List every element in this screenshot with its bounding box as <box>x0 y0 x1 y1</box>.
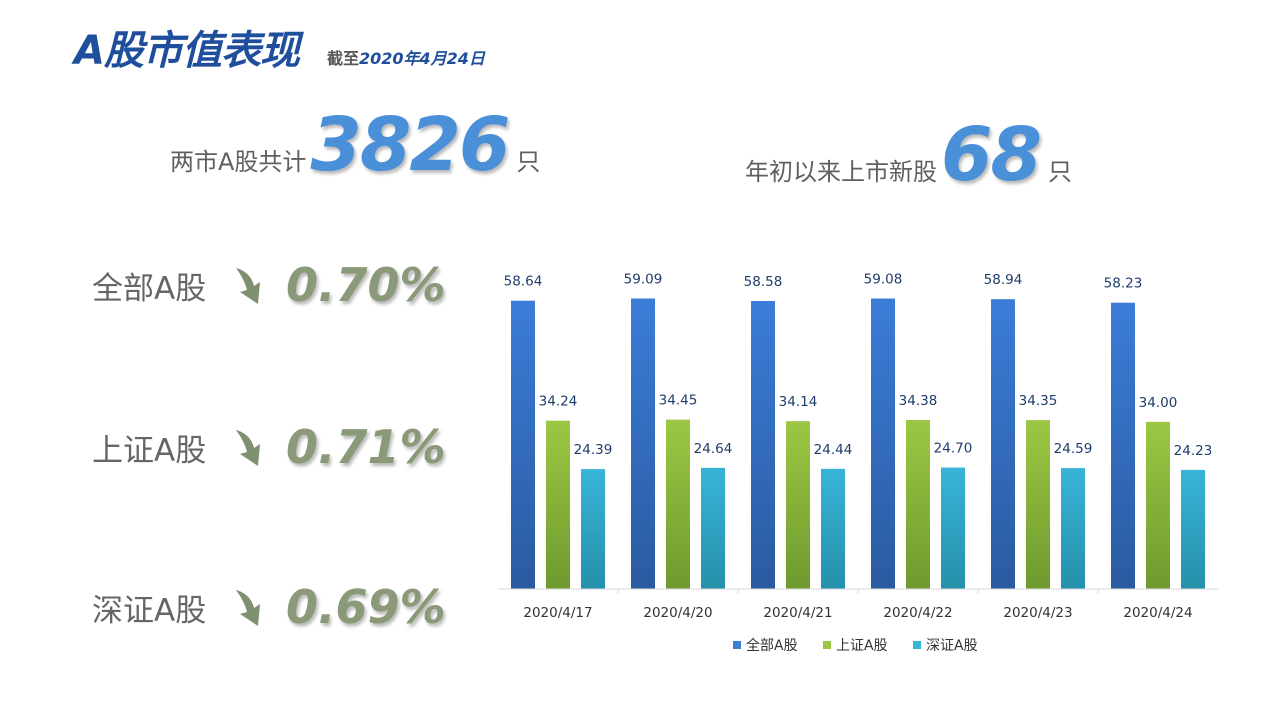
bar-value-label: 59.08 <box>864 272 903 288</box>
subtitle-date: 2020年4月24日 <box>358 49 485 68</box>
change-name: 上证A股 <box>92 432 207 469</box>
stat-new-unit: 只 <box>1047 158 1072 186</box>
stat-new-label: 年初以来上市新股 <box>745 158 937 186</box>
bar-2-2 <box>821 468 845 589</box>
bar-2-5 <box>1181 469 1205 589</box>
bar-value-label: 58.64 <box>504 274 543 290</box>
stat-total-unit: 只 <box>516 148 541 176</box>
change-name: 深证A股 <box>92 592 207 629</box>
chart-legend: 全部A股 上证A股 深证A股 <box>733 637 978 654</box>
bar-value-label: 58.23 <box>1104 276 1143 292</box>
bar-2-0 <box>581 469 605 589</box>
bar-value-label: 34.35 <box>1019 393 1058 409</box>
bar-value-label: 24.39 <box>574 442 613 458</box>
legend-label: 上证A股 <box>836 638 888 654</box>
legend-swatch <box>823 641 831 649</box>
bar-value-label: 24.70 <box>934 441 973 457</box>
bar-1-4 <box>1026 420 1050 589</box>
stat-new-value: 68 <box>941 112 1042 198</box>
x-tick-label: 2020/4/24 <box>1123 605 1192 621</box>
page-subtitle: 截至2020年4月24日 <box>327 45 485 69</box>
market-cap-bar-chart: 58.64 34.24 24.39 59.09 34.45 24.64 58.58 34.14… <box>498 271 1218 654</box>
bar-1-2 <box>786 421 810 589</box>
down-arrow-icon <box>236 268 260 304</box>
change-value: 0.70% <box>286 258 446 312</box>
bar-1-5 <box>1146 421 1170 589</box>
bar-value-label: 34.00 <box>1139 395 1178 411</box>
subtitle-prefix: 截至 <box>326 49 359 68</box>
stat-total-label: 两市A股共计 <box>170 148 307 176</box>
down-arrow-icon <box>236 590 260 626</box>
bar-value-label: 58.58 <box>744 274 783 290</box>
bar-1-3 <box>906 419 930 589</box>
page-title: A股市值表现 <box>74 28 300 74</box>
change-row-sh-a: 上证A股 0.71% <box>92 420 472 474</box>
bar-value-label: 34.38 <box>899 393 938 409</box>
bar-value-label: 59.09 <box>624 271 663 287</box>
bar-0-2 <box>751 300 775 589</box>
ticks-layer: 2020/4/17 2020/4/20 2020/4/21 2020/4/22 2020… <box>523 589 1193 621</box>
bar-1-1 <box>666 419 690 589</box>
bars-layer: 58.64 34.24 24.39 59.09 34.45 24.64 58.58 34.14… <box>504 271 1213 589</box>
bar-value-label: 24.64 <box>694 441 733 457</box>
change-row-sz-a: 深证A股 0.69% <box>92 580 472 634</box>
bar-2-4 <box>1061 468 1085 589</box>
bar-0-4 <box>991 299 1015 589</box>
stat-total-listed: 两市A股共计 3826 只 <box>170 102 540 188</box>
bar-2-1 <box>701 467 725 589</box>
down-arrow-icon <box>236 430 260 466</box>
bar-0-1 <box>631 298 655 589</box>
x-tick-label: 2020/4/21 <box>763 605 832 621</box>
bar-value-label: 24.23 <box>1174 443 1213 459</box>
legend-swatch <box>913 641 921 649</box>
bar-0-0 <box>511 300 535 589</box>
stat-total-value: 3826 <box>310 102 510 188</box>
legend-label: 深证A股 <box>926 638 978 654</box>
change-value: 0.71% <box>286 420 446 474</box>
change-name: 全部A股 <box>92 270 207 307</box>
title-row: A股市值表现 截至2020年4月24日 <box>74 18 485 76</box>
bar-1-0 <box>546 420 570 589</box>
bar-value-label: 34.14 <box>779 394 818 410</box>
bar-2-3 <box>941 467 965 589</box>
change-value: 0.69% <box>286 580 446 634</box>
bar-value-label: 34.24 <box>539 394 578 410</box>
change-row-all-a: 全部A股 0.70% <box>92 258 472 312</box>
bar-value-label: 34.45 <box>659 393 698 409</box>
x-tick-label: 2020/4/23 <box>1003 605 1072 621</box>
bar-value-label: 24.44 <box>814 442 853 458</box>
x-tick-label: 2020/4/20 <box>643 605 712 621</box>
bar-value-label: 24.59 <box>1054 441 1093 457</box>
bar-value-label: 58.94 <box>984 272 1023 288</box>
stat-new-listings: 年初以来上市新股 68 只 <box>745 112 1072 198</box>
bar-0-3 <box>871 298 895 589</box>
legend-label: 全部A股 <box>746 637 798 654</box>
bar-0-5 <box>1111 302 1135 589</box>
x-tick-label: 2020/4/22 <box>883 605 952 621</box>
legend-swatch <box>733 641 741 649</box>
x-tick-label: 2020/4/17 <box>523 605 592 621</box>
